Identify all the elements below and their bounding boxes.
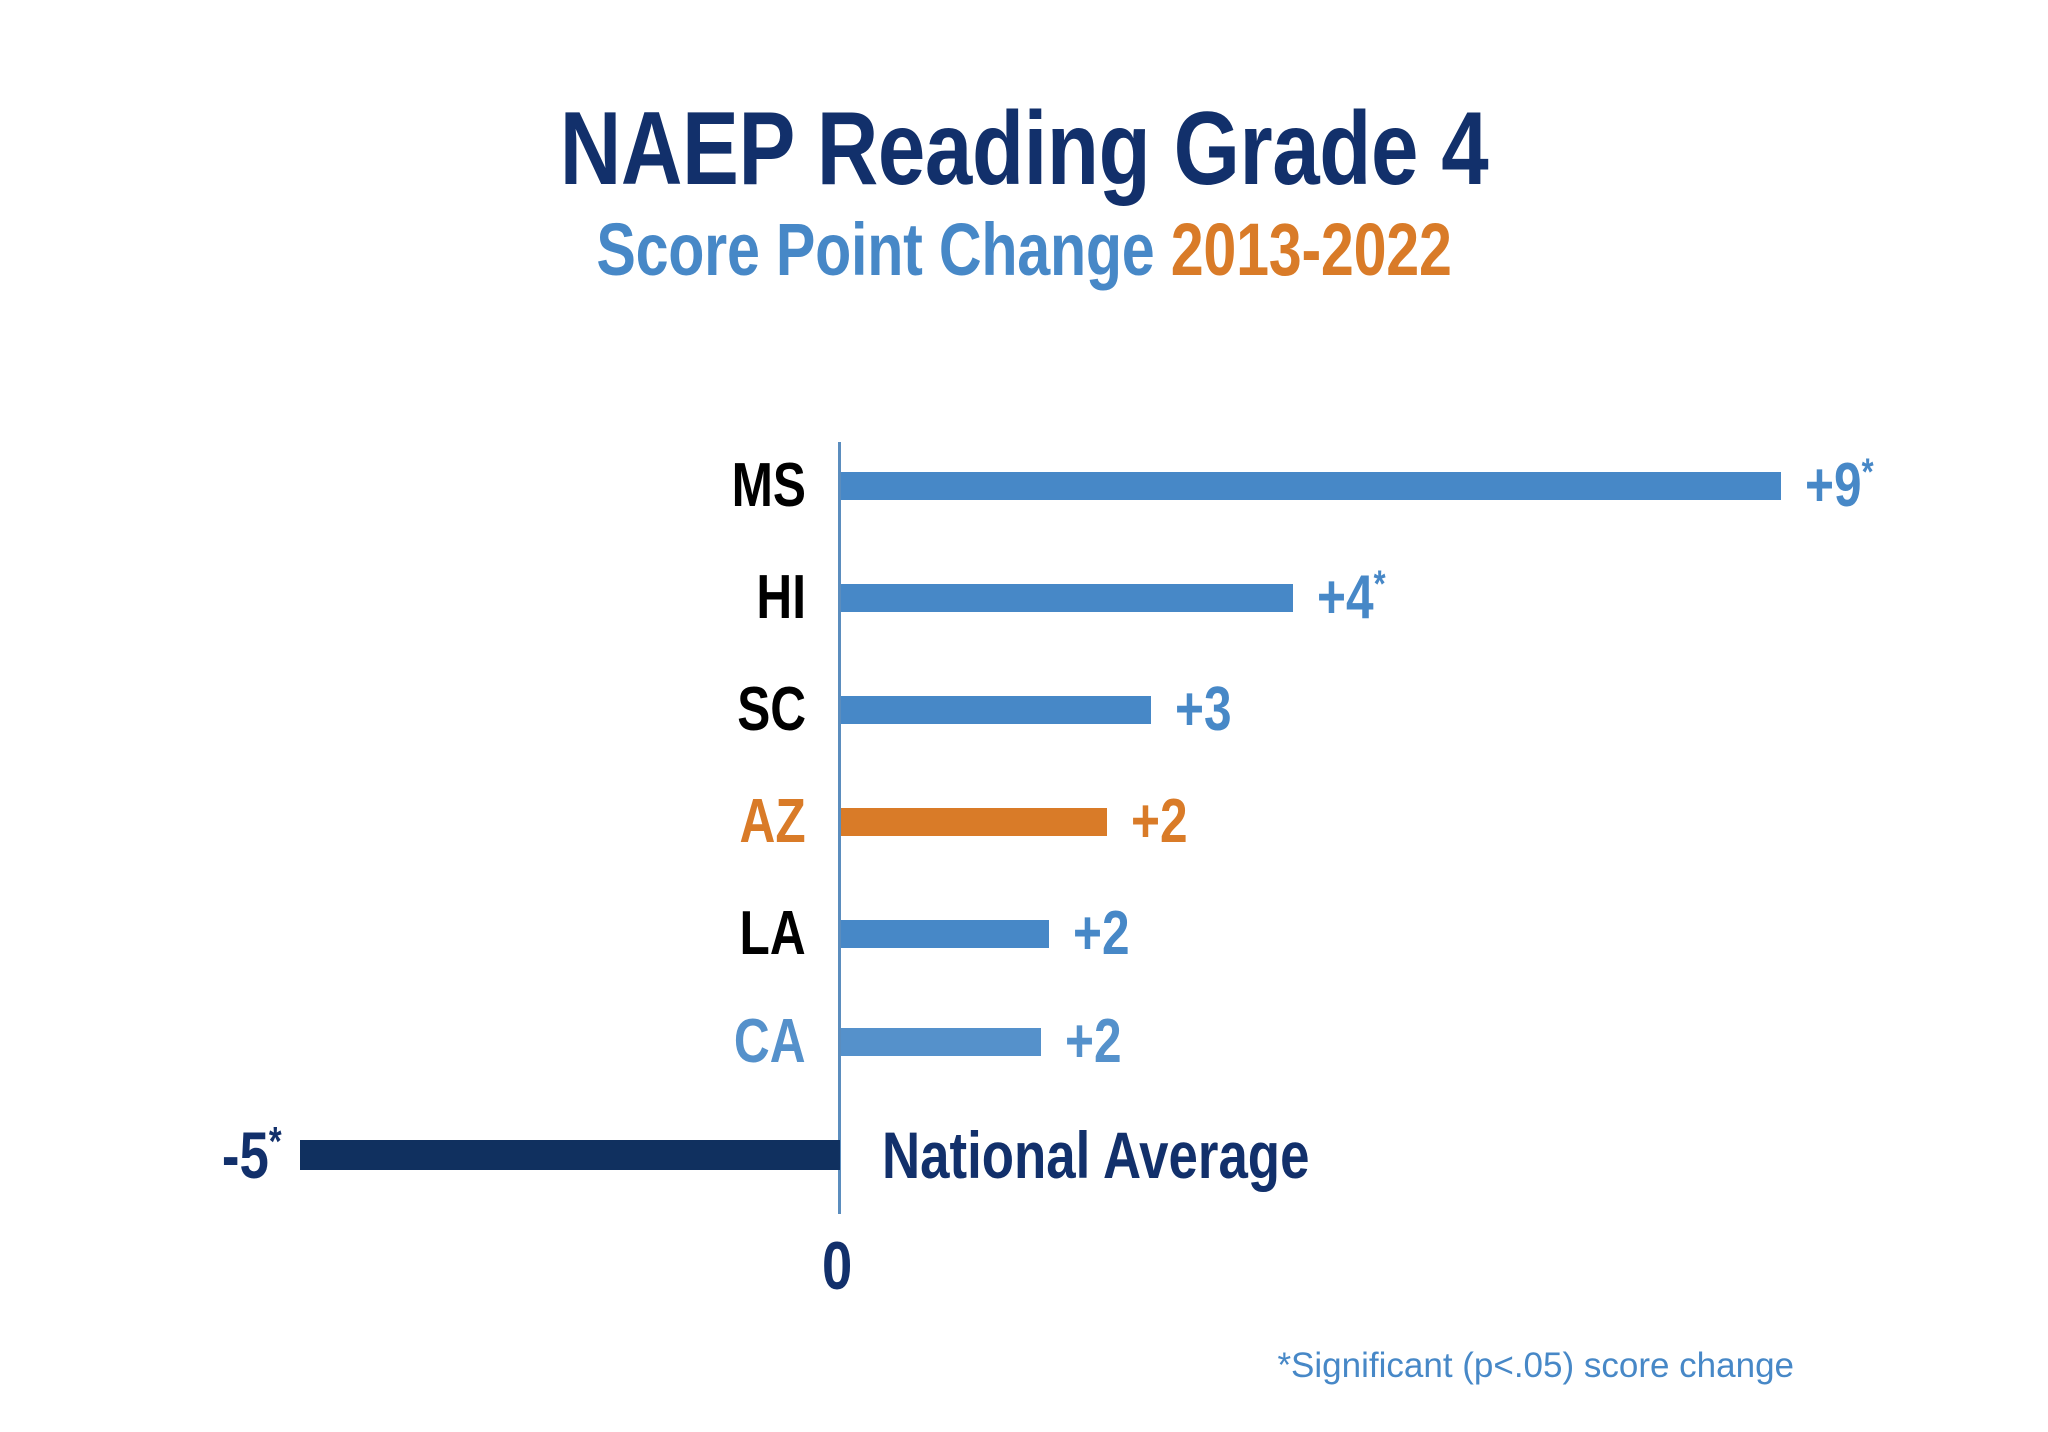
bar-segment [841, 920, 1049, 948]
bar-segment [841, 696, 1151, 724]
bar-category-label: MS [731, 451, 806, 520]
bar-value-label: +3 [1175, 675, 1232, 744]
significance-asterisk: * [1373, 562, 1386, 606]
bar-category-label: AZ [739, 787, 806, 856]
table-row: SC +3 [0, 675, 2048, 744]
zero-axis-line [838, 442, 841, 1214]
table-row: LA +2 [0, 899, 2048, 968]
bar-category-label: LA [739, 899, 806, 968]
table-row: HI +4* [0, 562, 2048, 632]
axis-zero-tick-label: 0 [822, 1228, 853, 1304]
national-average-row: -5* National Average [0, 1118, 2048, 1192]
bar-category-label: SC [737, 675, 806, 744]
chart-subtitle: Score Point Change 2013-2022 [205, 211, 1843, 289]
bar-value-label: +9* [1805, 450, 1874, 520]
table-row: CA +2 [0, 1007, 2048, 1076]
table-row: MS +9* [0, 450, 2048, 520]
bar-value-label: +2 [1065, 1007, 1122, 1076]
significance-asterisk: * [1861, 450, 1874, 494]
national-average-label: National Average [882, 1118, 1310, 1192]
bar-segment [841, 472, 1781, 500]
page-title: NAEP Reading Grade 4 [559, 91, 1489, 207]
national-average-value-label: -5* [222, 1118, 282, 1192]
bar-segment [841, 584, 1293, 612]
bar-segment [841, 1028, 1041, 1056]
bar-segment-national-average [300, 1140, 840, 1170]
bar-value-label: +2 [1131, 787, 1188, 856]
bar-segment [841, 808, 1107, 836]
bar-category-label: HI [756, 563, 806, 632]
subtitle-primary-text: Score Point Change [596, 208, 1155, 292]
bar-value-label: +2 [1073, 899, 1130, 968]
subtitle-highlight-years: 2013-2022 [1170, 208, 1452, 292]
chart-header: NAEP Reading Grade 4 Score Point Change … [0, 96, 2048, 289]
bar-value-label: +4* [1317, 562, 1386, 632]
footnote-significance-note: *Significant (p<.05) score change [1277, 1346, 1794, 1385]
significance-asterisk: * [269, 1118, 282, 1164]
bar-category-label: CA [734, 1007, 806, 1076]
table-row: AZ +2 [0, 787, 2048, 856]
